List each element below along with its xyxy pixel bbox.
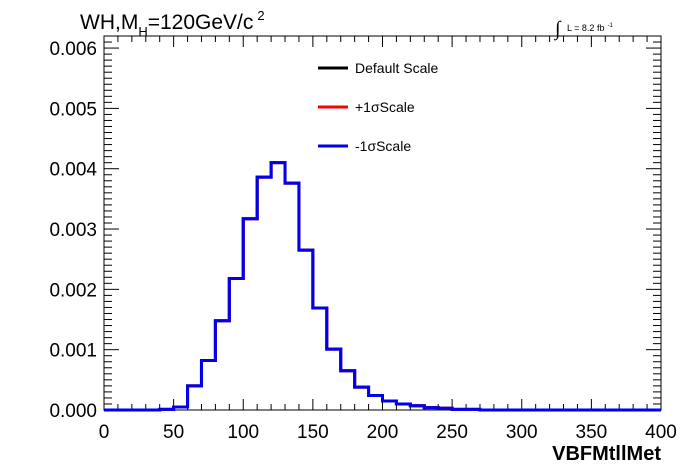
series-line-2 [104, 161, 661, 412]
y-axis-tick-labels: 0.000 0.001 0.002 0.003 0.004 0.005 0.006 [49, 39, 97, 422]
histogram-series [104, 161, 661, 412]
x-tick-label: 200 [367, 422, 399, 443]
y-tick-label: 0.001 [49, 341, 97, 362]
x-tick-label: 150 [297, 422, 329, 443]
title-main-post: =120GeV/c [148, 11, 254, 34]
title-main-pre: WH,M [80, 11, 138, 34]
y-tick-label: 0.005 [49, 99, 97, 120]
title-subscript: H [138, 24, 147, 39]
legend-label-0: Default Scale [355, 60, 438, 76]
x-tick-label: 100 [227, 422, 259, 443]
y-tick-label: 0.004 [49, 160, 97, 181]
x-tick-label: 50 [163, 422, 184, 443]
svg-text:WH,MH=120GeV/c2: WH,MH=120GeV/c 2 [80, 8, 265, 39]
integral-sign: ∫ [553, 18, 562, 41]
y-tick-label: 0.000 [49, 401, 97, 422]
x-tick-label: 350 [576, 422, 608, 443]
x-tick-label: 250 [436, 422, 468, 443]
svg-text:L = 8.2 fb-1: L = 8.2 fb -1 [567, 23, 613, 33]
legend: Default Scale +1σScale -1σScale [318, 60, 438, 154]
x-tick-label: 300 [506, 422, 538, 443]
y-tick-label: 0.006 [49, 39, 97, 60]
legend-label-1: +1σScale [355, 99, 415, 115]
plot-title: WH,MH=120GeV/c 2 [80, 8, 265, 39]
y-tick-label: 0.002 [49, 280, 97, 301]
luminosity-label: ∫ L = 8.2 fb -1 [553, 18, 613, 41]
x-tick-label: 0 [99, 422, 110, 443]
lumi-superscript: -1 [607, 23, 613, 29]
lumi-text: L = 8.2 fb [567, 23, 604, 33]
x-tick-label: 400 [645, 422, 677, 443]
y-axis-ticks [104, 35, 661, 411]
legend-label-2: -1σScale [355, 138, 411, 154]
x-axis-tick-labels: 0 50 100 150 200 250 300 350 400 [99, 422, 677, 443]
y-tick-label: 0.003 [49, 220, 97, 241]
title-superscript: 2 [257, 8, 264, 23]
x-axis-title: VBFMtllMet [552, 443, 661, 465]
